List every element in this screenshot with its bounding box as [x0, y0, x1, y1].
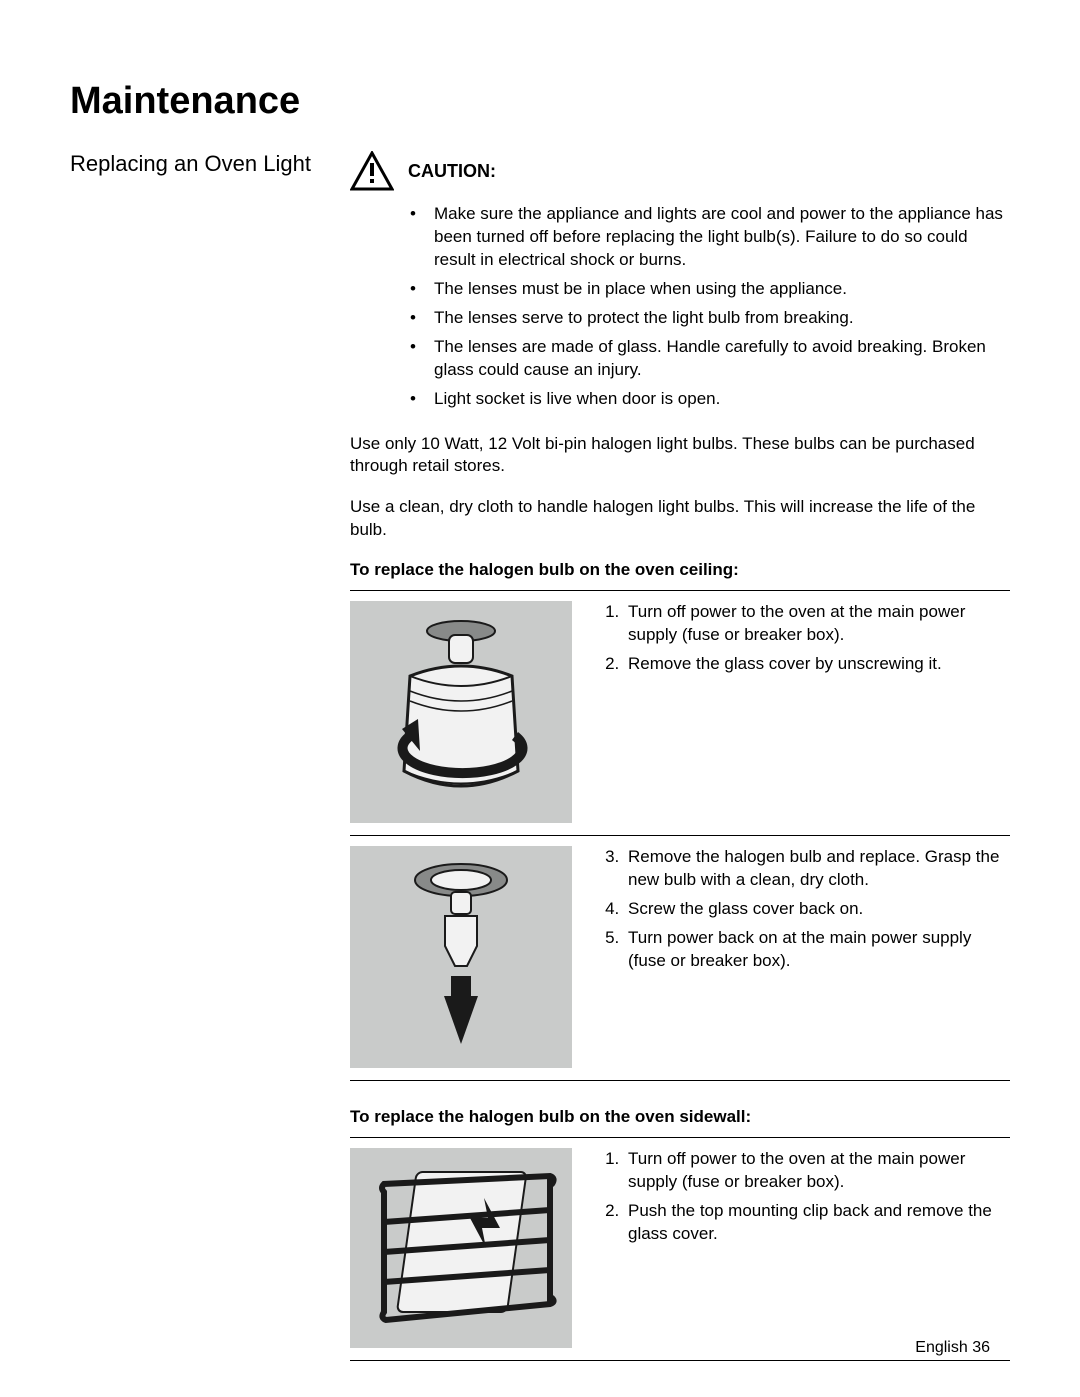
instruction-block: Turn off power to the oven at the main p… [350, 1137, 1010, 1361]
caution-bullet: The lenses are made of glass. Handle car… [410, 336, 1010, 382]
step-item: Turn off power to the oven at the main p… [624, 601, 1010, 647]
caution-header: CAUTION: [350, 151, 1010, 191]
ceiling-heading: To replace the halogen bulb on the oven … [350, 560, 1010, 580]
step-item: Remove the glass cover by unscrewing it. [624, 653, 1010, 676]
step-item: Push the top mounting clip back and remo… [624, 1200, 1010, 1246]
intro-paragraph: Use a clean, dry cloth to handle halogen… [350, 496, 1010, 542]
caution-bullet: The lenses must be in place when using t… [410, 278, 1010, 301]
sidewall-remove-cover-illustration [350, 1148, 572, 1348]
sidewall-instructions: Turn off power to the oven at the main p… [350, 1137, 1010, 1361]
ceiling-unscrew-illustration [350, 601, 572, 823]
step-item: Turn off power to the oven at the main p… [624, 1148, 1010, 1194]
instruction-block: Remove the halogen bulb and replace. Gra… [350, 836, 1010, 1081]
intro-paragraph: Use only 10 Watt, 12 Volt bi-pin halogen… [350, 433, 1010, 479]
sidewall-heading: To replace the halogen bulb on the oven … [350, 1107, 1010, 1127]
page-title: Maintenance [70, 80, 1010, 123]
ceiling-instructions: Turn off power to the oven at the main p… [350, 590, 1010, 1081]
left-column: Replacing an Oven Light [70, 151, 320, 1387]
caution-bullet: Make sure the appliance and lights are c… [410, 203, 1010, 272]
instruction-steps: Turn off power to the oven at the main p… [592, 1148, 1010, 1348]
right-column: CAUTION: Make sure the appliance and lig… [350, 151, 1010, 1387]
caution-bullet-list: Make sure the appliance and lights are c… [350, 203, 1010, 411]
section-subhead: Replacing an Oven Light [70, 151, 320, 177]
ceiling-pull-bulb-illustration [350, 846, 572, 1068]
caution-bullet: Light socket is live when door is open. [410, 388, 1010, 411]
step-item: Turn power back on at the main power sup… [624, 927, 1010, 973]
instruction-steps: Remove the halogen bulb and replace. Gra… [592, 846, 1010, 1068]
warning-triangle-icon [350, 151, 394, 191]
page-footer: English 36 [915, 1339, 990, 1357]
caution-bullet: The lenses serve to protect the light bu… [410, 307, 1010, 330]
instruction-block: Turn off power to the oven at the main p… [350, 590, 1010, 836]
step-item: Remove the halogen bulb and replace. Gra… [624, 846, 1010, 892]
instruction-steps: Turn off power to the oven at the main p… [592, 601, 1010, 823]
step-item: Screw the glass cover back on. [624, 898, 1010, 921]
content-row: Replacing an Oven Light CAUTION: Make su… [70, 151, 1010, 1387]
caution-label: CAUTION: [408, 161, 496, 182]
